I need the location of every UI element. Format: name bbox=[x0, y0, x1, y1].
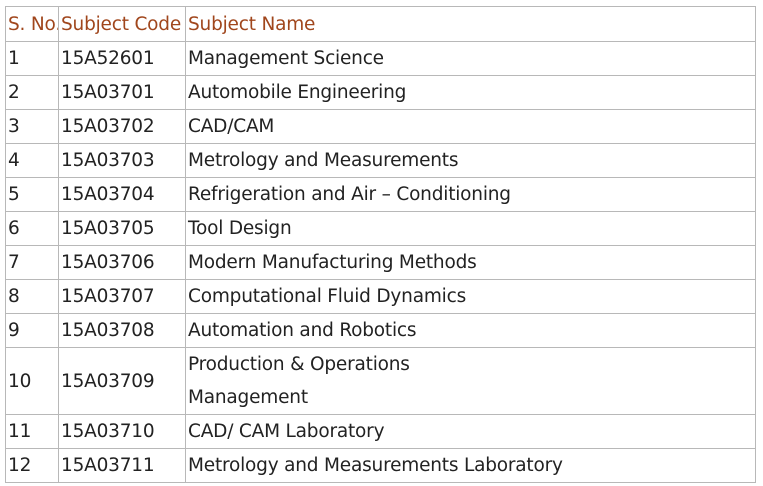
table-row: 10 15A03709 Production & Operations Mana… bbox=[5, 347, 756, 415]
cell-subject-name: Tool Design bbox=[185, 211, 756, 246]
table-row: 11 15A03710 CAD/ CAM Laboratory bbox=[5, 414, 756, 449]
cell-subject-code: 15A03710 bbox=[58, 414, 186, 449]
cell-subject-name: Computational Fluid Dynamics bbox=[185, 279, 756, 314]
cell-subject-code: 15A52601 bbox=[58, 41, 186, 76]
table-row: 5 15A03704 Refrigeration and Air – Condi… bbox=[5, 177, 756, 212]
cell-subject-name: Refrigeration and Air – Conditioning bbox=[185, 177, 756, 212]
cell-subject-name: CAD/ CAM Laboratory bbox=[185, 414, 756, 449]
cell-subject-code: 15A03707 bbox=[58, 279, 186, 314]
cell-sno: 12 bbox=[5, 448, 59, 483]
cell-subject-code: 15A03704 bbox=[58, 177, 186, 212]
table-row: 3 15A03702 CAD/CAM bbox=[5, 109, 756, 144]
cell-subject-code: 15A03708 bbox=[58, 313, 186, 348]
cell-sno: 2 bbox=[5, 75, 59, 110]
table-row: 9 15A03708 Automation and Robotics bbox=[5, 313, 756, 348]
table-row: 4 15A03703 Metrology and Measurements bbox=[5, 143, 756, 178]
subject-name-line-2: Management bbox=[188, 387, 308, 408]
header-subject-name: Subject Name bbox=[185, 6, 756, 42]
cell-subject-code: 15A03706 bbox=[58, 245, 186, 280]
cell-subject-name: CAD/CAM bbox=[185, 109, 756, 144]
cell-sno: 9 bbox=[5, 313, 59, 348]
cell-subject-name: Automobile Engineering bbox=[185, 75, 756, 110]
table-row: 8 15A03707 Computational Fluid Dynamics bbox=[5, 279, 756, 314]
subject-name-line-1: Production & Operations bbox=[188, 354, 410, 375]
subjects-table: S. No. Subject Code Subject Name 1 15A52… bbox=[5, 6, 756, 483]
cell-sno: 1 bbox=[5, 41, 59, 76]
table-row: 2 15A03701 Automobile Engineering bbox=[5, 75, 756, 110]
cell-subject-code: 15A03709 bbox=[58, 347, 186, 415]
cell-subject-name: Management Science bbox=[185, 41, 756, 76]
cell-sno: 11 bbox=[5, 414, 59, 449]
cell-sno: 10 bbox=[5, 347, 59, 415]
table-row: 6 15A03705 Tool Design bbox=[5, 211, 756, 246]
cell-sno: 6 bbox=[5, 211, 59, 246]
cell-subject-code: 15A03701 bbox=[58, 75, 186, 110]
cell-subject-code: 15A03705 bbox=[58, 211, 186, 246]
cell-subject-name: Metrology and Measurements bbox=[185, 143, 756, 178]
cell-subject-name: Metrology and Measurements Laboratory bbox=[185, 448, 756, 483]
cell-subject-code: 15A03711 bbox=[58, 448, 186, 483]
cell-subject-name: Modern Manufacturing Methods bbox=[185, 245, 756, 280]
cell-sno: 7 bbox=[5, 245, 59, 280]
cell-sno: 5 bbox=[5, 177, 59, 212]
header-sno: S. No. bbox=[5, 6, 59, 42]
cell-sno: 8 bbox=[5, 279, 59, 314]
cell-subject-name: Automation and Robotics bbox=[185, 313, 756, 348]
table-row: 1 15A52601 Management Science bbox=[5, 41, 756, 76]
cell-subject-code: 15A03702 bbox=[58, 109, 186, 144]
table-row: 12 15A03711 Metrology and Measurements L… bbox=[5, 448, 756, 483]
cell-sno: 3 bbox=[5, 109, 59, 144]
table-header-row: S. No. Subject Code Subject Name bbox=[5, 6, 756, 42]
cell-subject-code: 15A03703 bbox=[58, 143, 186, 178]
cell-sno: 4 bbox=[5, 143, 59, 178]
table-row: 7 15A03706 Modern Manufacturing Methods bbox=[5, 245, 756, 280]
cell-subject-name: Production & Operations Management bbox=[185, 347, 756, 415]
header-subject-code: Subject Code bbox=[58, 6, 186, 42]
